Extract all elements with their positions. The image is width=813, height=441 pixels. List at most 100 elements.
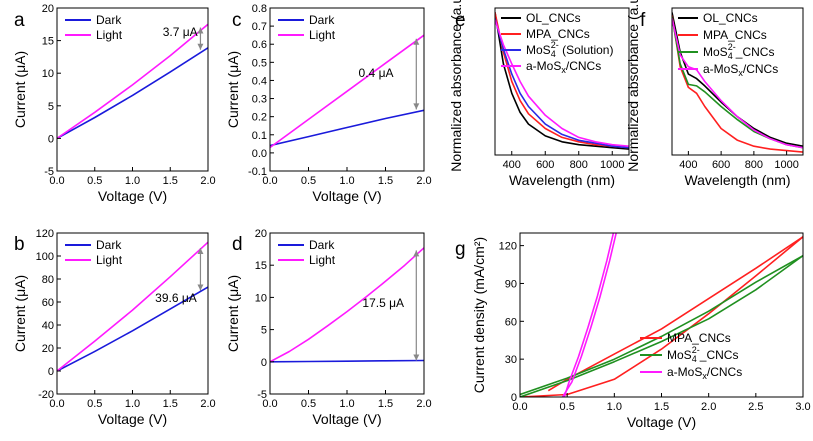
x-tick-label: 1.5 [378, 175, 393, 187]
annotation-label: 39.6 μA [155, 291, 197, 305]
legend-label: Dark [96, 13, 122, 27]
legend-label: OL_CNCs [703, 11, 758, 25]
x-tick-label: 2.0 [200, 398, 215, 410]
x-tick-label: 0.5 [560, 401, 575, 413]
y-tick-label: 0.1 [252, 130, 267, 142]
y-tick-label: -0.1 [248, 166, 267, 178]
y-tick-label: 60 [505, 316, 517, 328]
x-tick-label: 1.0 [125, 175, 140, 187]
arrow-head-down [413, 103, 420, 110]
x-tick-label: 2.0 [701, 401, 716, 413]
y-tick-label: 30 [505, 354, 517, 366]
series-line-a-mosx-cncs [495, 19, 629, 147]
y-axis-title: Normalized absorbance (a.u) [625, 0, 641, 172]
panel-letter-g: g [455, 239, 466, 260]
y-tick-label: 0.2 [252, 112, 267, 124]
panel-letter-d: d [232, 234, 243, 255]
legend-label: Dark [309, 13, 335, 27]
legend-label: Light [96, 28, 123, 42]
y-tick-label: 0.8 [252, 3, 267, 15]
y-axis-title: Normalized absorbance (a.u) [448, 0, 464, 172]
plot-frame [56, 232, 209, 395]
x-tick-label: 2.0 [416, 175, 431, 187]
legend-label: Dark [309, 238, 335, 252]
x-tick-label: 1000 [774, 159, 798, 171]
x-tick-label: 400 [503, 159, 521, 171]
x-tick-label: 0.5 [87, 175, 102, 187]
y-tick-label: 0 [261, 357, 267, 369]
x-tick-label: 600 [712, 159, 730, 171]
y-tick-label: 80 [42, 274, 54, 286]
legend-label: MPA_CNCs [526, 27, 590, 41]
y-tick-label: 20 [42, 3, 54, 15]
series-line-mos4-2-cncs-reverse- [520, 255, 803, 396]
x-tick-label: 0.5 [301, 398, 316, 410]
legend-label: Light [309, 253, 336, 267]
series-line-dark [57, 286, 208, 372]
series-line-mpa-cncs [495, 12, 629, 149]
x-axis-title: Voltage (V) [312, 188, 381, 204]
series-line-light [270, 34, 424, 149]
arrow-head-up [413, 38, 420, 45]
y-tick-label: 20 [255, 228, 267, 240]
panel-a: a 0.0 0.5 1.0 1.5 2.0 -5 0 5 10 15 20 Voltage (V) Cur… [12, 3, 216, 204]
y-tick-label: 100 [36, 251, 54, 263]
x-axis-title: Voltage (V) [627, 414, 696, 430]
series-group [57, 241, 208, 372]
series-line-dark [57, 47, 208, 140]
y-tick-label: 0.0 [252, 148, 267, 160]
arrow-head-up [413, 250, 420, 257]
x-tick-label: 0.0 [262, 398, 277, 410]
panel-g: g 0.0 0.5 1.0 1.5 2.0 2.5 3.0 0 30 60 90 120 Voltage … [455, 232, 811, 430]
arrow-head-down [413, 354, 420, 361]
x-tick-label: 1.5 [163, 175, 178, 187]
legend-label: Light [309, 28, 336, 42]
y-tick-label: -5 [257, 389, 267, 401]
series-group [270, 247, 424, 363]
legend-label: a-MoSx/CNCs [667, 365, 742, 381]
series-line-mos4-2-cncs-forward- [520, 255, 803, 397]
y-axis-title: Current (μA) [225, 275, 241, 352]
x-tick-label: 0.0 [512, 401, 527, 413]
y-tick-label: 0.5 [252, 57, 267, 69]
legend-label: MPA_CNCs [667, 331, 731, 345]
x-axis-title: Voltage (V) [98, 188, 167, 204]
arrow-head-down [197, 43, 204, 50]
series-line-ol-cncs [672, 12, 803, 147]
y-tick-label: 0.6 [252, 39, 267, 51]
legend-label: Dark [96, 238, 122, 252]
x-tick-label: 800 [570, 159, 588, 171]
plot-frame [269, 232, 425, 395]
x-tick-label: 3.0 [795, 401, 810, 413]
series-group [270, 34, 424, 149]
x-tick-label: 0.0 [49, 175, 64, 187]
x-tick-label: 2.5 [748, 401, 763, 413]
panel-letter-f: f [640, 10, 646, 31]
y-tick-label: 0.4 [252, 75, 267, 87]
x-axis-title: Voltage (V) [312, 411, 381, 427]
legend-label: MPA_CNCs [703, 28, 767, 42]
series-line-dark [270, 109, 424, 147]
x-tick-label: 400 [679, 159, 697, 171]
y-tick-label: 120 [499, 241, 517, 253]
y-tick-label: 0.3 [252, 94, 267, 106]
x-axis-title: Voltage (V) [98, 411, 167, 427]
panel-letter-e: e [455, 10, 466, 31]
panel-letter-a: a [14, 10, 25, 31]
series-line-a-mosx-cncs [672, 18, 803, 149]
series-line-dark [270, 359, 424, 363]
legend-label: a-MoSx/CNCs [703, 62, 778, 78]
series-line-light [57, 23, 208, 140]
y-tick-label: 20 [42, 343, 54, 355]
series-line-mpa-cncs-reverse- [547, 236, 803, 392]
plot-frame [269, 7, 425, 172]
panel-b: b 0.0 0.5 1.0 1.5 2.0 -20 0 20 40 60 80 100 120 Voltag… [12, 228, 216, 427]
y-tick-label: 5 [48, 101, 54, 113]
annotation-label: 3.7 μA [163, 25, 198, 39]
series-line-light [270, 247, 424, 363]
